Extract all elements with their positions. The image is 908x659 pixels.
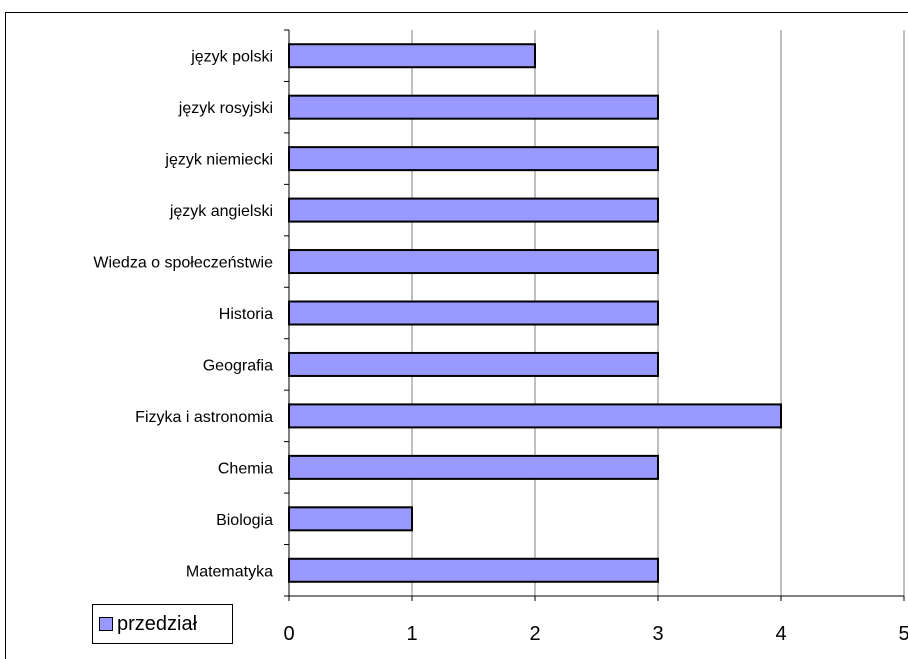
bar — [288, 557, 659, 583]
legend-label: przedział — [117, 612, 198, 635]
category-label: Fizyka i astronomia — [135, 409, 273, 426]
legend-swatch — [99, 617, 113, 631]
bar — [288, 454, 659, 480]
category-label: język niemiecki — [164, 152, 273, 169]
bar — [288, 197, 659, 223]
category-label: Biologia — [216, 512, 273, 529]
bar — [288, 94, 659, 120]
bar — [288, 146, 659, 172]
x-tick-label: 1 — [406, 623, 417, 645]
x-tick-label: 2 — [529, 623, 540, 645]
category-label: Chemia — [218, 460, 273, 477]
legend: przedział — [92, 604, 233, 644]
bar — [288, 300, 659, 326]
bar — [288, 43, 536, 69]
category-label: język angielski — [169, 203, 273, 220]
x-tick-label: 0 — [283, 623, 294, 645]
bar — [288, 403, 782, 429]
bar — [288, 249, 659, 275]
bar — [288, 506, 413, 532]
x-tick-label: 5 — [898, 623, 908, 645]
category-label: język polski — [190, 49, 273, 66]
category-label: Geografia — [203, 357, 273, 374]
bar — [288, 351, 659, 377]
category-label: Matematyka — [186, 563, 273, 580]
category-label: język rosyjski — [178, 100, 273, 117]
category-label: Historia — [219, 306, 273, 323]
x-tick-label: 3 — [652, 623, 663, 645]
chart-frame — [5, 12, 908, 659]
x-tick-label: 4 — [775, 623, 786, 645]
category-label: Wiedza o społeczeństwie — [93, 255, 273, 272]
